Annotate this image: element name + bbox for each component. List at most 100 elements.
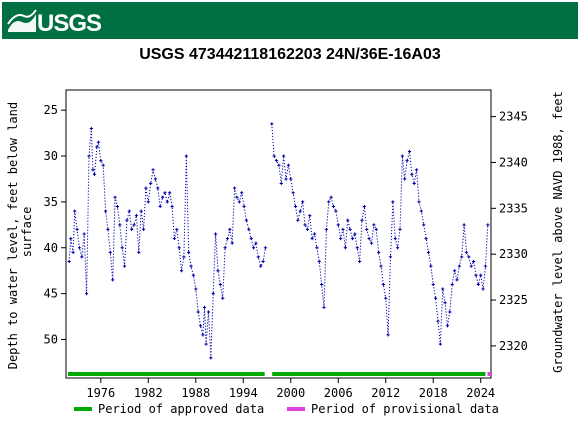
data-point [358,259,362,264]
data-point [84,292,89,296]
data-point [369,241,374,245]
data-point [206,310,211,314]
data-point [355,246,359,250]
data-point [372,223,376,227]
y-right-tick-label: 2330 [499,247,528,261]
data-point [115,204,120,209]
data-point [209,356,213,360]
data-point [296,218,300,222]
data-point [469,264,473,268]
data-point [322,305,326,309]
data-point [156,186,160,190]
data-point [272,154,276,158]
data-point [179,269,184,273]
data-series [67,122,490,360]
data-point [464,250,469,254]
y-right-tick-label: 2335 [499,201,528,215]
data-point [261,259,265,264]
data-point [223,246,227,250]
data-point [77,246,82,250]
data-point [184,154,188,158]
data-point [450,282,454,287]
data-point [410,172,414,176]
data-point [204,342,208,346]
data-point [367,236,371,241]
data-point [350,236,355,241]
data-point [293,204,298,209]
data-point [87,154,91,158]
data-point [172,236,177,241]
data-point [139,209,143,213]
data-point [132,223,136,227]
data-point [360,218,364,222]
data-point [284,177,288,181]
data-point [277,163,281,167]
x-tick-label: 2018 [419,386,448,400]
data-point [452,269,457,273]
data-point [170,204,174,209]
data-point [407,149,412,154]
data-point [443,301,447,305]
data-point [476,282,480,287]
data-point [329,195,333,199]
data-point [196,310,200,314]
data-point [374,227,378,232]
data-point [242,204,246,209]
data-point [67,259,71,264]
data-point [448,310,452,314]
data-point [187,250,191,254]
data-point [120,246,124,250]
x-tick-label: 2006 [324,386,353,400]
data-point [259,264,263,268]
data-point [481,287,485,291]
data-point [384,296,388,300]
y-right-tick-label: 2325 [499,293,528,307]
data-point [286,163,290,167]
data-point [263,246,268,250]
data-point [158,204,162,209]
data-point [412,181,416,186]
data-point [103,209,108,213]
data-point [336,223,340,227]
data-point [388,255,393,259]
data-point [69,236,73,241]
data-point [339,236,343,241]
data-point [189,264,193,268]
x-tick-label: 1988 [181,386,210,400]
data-point [165,200,169,204]
data-point [218,282,222,287]
axis-ticks: 1976 1982 1988 1994 2000 2006 2012 2018 2024 25 30… [44,103,528,400]
data-point [198,324,203,328]
data-point [343,246,347,250]
data-point [194,287,198,291]
x-tick-label: 1982 [134,386,163,400]
data-point [419,209,423,213]
data-point [471,259,476,264]
legend-provisional-label: Period of provisional data [311,402,499,416]
data-point [225,236,230,241]
usgs-header: USGS [2,2,578,39]
data-point [237,200,241,204]
y-right-tick-label: 2345 [499,110,528,124]
y-left-tick-label: 25 [44,103,58,117]
usgs-logo-icon [7,9,37,32]
series-line-segment [68,128,266,358]
x-tick-label: 2024 [466,386,495,400]
data-point [111,278,115,282]
data-point [298,209,302,213]
data-point [424,236,428,241]
data-point [483,264,488,268]
data-point [324,227,328,232]
data-point [398,227,402,232]
data-point [249,236,253,241]
y-left-tick-label: 35 [44,195,58,209]
data-point [182,255,186,259]
data-point [73,209,77,213]
data-point [125,218,129,222]
data-point [175,227,179,232]
data-point [422,223,426,227]
data-point [417,200,421,204]
data-point [301,200,305,204]
data-point [434,296,438,300]
data-point [230,241,234,245]
